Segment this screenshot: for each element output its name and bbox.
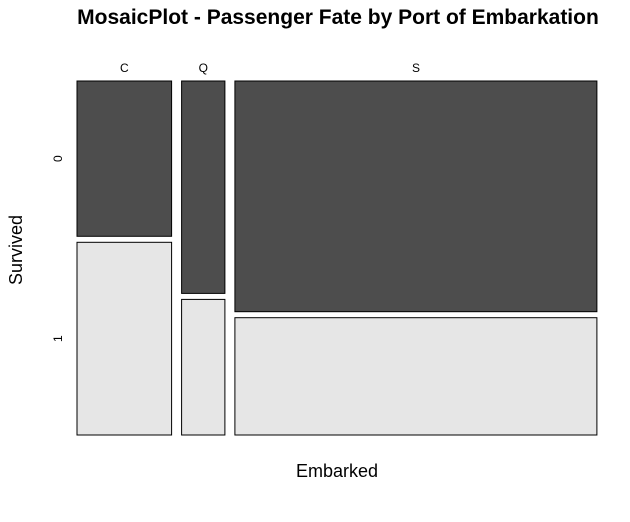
x-tick-c: C bbox=[120, 61, 129, 75]
mosaic-tile-q-0 bbox=[181, 80, 226, 294]
mosaic-tile-s-1 bbox=[234, 317, 598, 436]
x-tick-q: Q bbox=[199, 61, 208, 75]
y-axis-label: Survived bbox=[6, 215, 26, 285]
mosaic-tile-c-0 bbox=[76, 80, 173, 237]
mosaic-tiles bbox=[76, 80, 598, 436]
chart-title: MosaicPlot - Passenger Fate by Port of E… bbox=[77, 6, 599, 29]
x-axis-label: Embarked bbox=[296, 461, 378, 481]
y-tick-labels: 01 bbox=[51, 155, 65, 342]
mosaic-tile-c-1 bbox=[76, 241, 173, 436]
mosaic-tile-s-0 bbox=[234, 80, 598, 313]
y-tick-0: 0 bbox=[51, 155, 65, 162]
x-tick-s: S bbox=[412, 61, 420, 75]
y-tick-1: 1 bbox=[51, 335, 65, 342]
mosaic-tile-q-1 bbox=[181, 298, 226, 436]
